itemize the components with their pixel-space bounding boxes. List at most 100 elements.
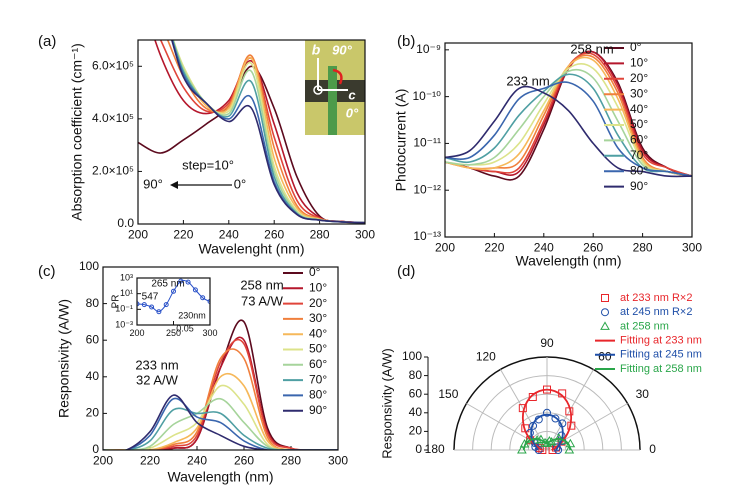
inset-background: [137, 278, 210, 325]
data-point: [552, 443, 561, 452]
data-point: [141, 302, 147, 308]
data-point: [178, 278, 184, 284]
x-tick-label: 240: [219, 228, 239, 242]
legend-label: 80°: [309, 388, 327, 402]
y-tick-label: 10⁻¹: [115, 304, 133, 314]
fit-line: [522, 437, 572, 451]
plot-frame: [137, 39, 366, 225]
r-tick-label: 80: [409, 368, 423, 382]
x-tick-label: 200: [435, 241, 455, 255]
legend-marker: [601, 308, 609, 317]
x-tick-label: 200: [129, 328, 144, 338]
y-tick-label: 10⁻¹¹: [413, 136, 441, 150]
r-tick-label: 40: [409, 405, 423, 419]
y-tick-label: 10⁻¹⁰: [413, 89, 442, 103]
data-line: [445, 85, 692, 178]
data-line: [445, 56, 692, 177]
y-tick-label: 4.0×10⁵: [92, 111, 134, 125]
y-tick-label: 20: [86, 406, 100, 420]
plot-frame: [102, 266, 339, 451]
plot-lines: [445, 50, 692, 181]
annotation: 258 nm: [240, 277, 283, 292]
x-tick-label: 260: [234, 454, 254, 468]
data-line: [170, 40, 365, 224]
legend-label: 10°: [630, 56, 648, 70]
y-tick-label: 6.0×10⁵: [92, 58, 134, 72]
arrow-head: [170, 181, 178, 189]
legend-label: 40°: [309, 326, 327, 340]
panel-label: (d): [397, 263, 415, 280]
step-arrow: [170, 181, 232, 189]
theta-tick-label: 180: [425, 442, 445, 456]
legend-label: 70°: [309, 372, 327, 386]
x-tick-label: 200: [128, 228, 148, 242]
plot-frame: [444, 42, 693, 238]
x-tick-label: 220: [484, 241, 504, 255]
panel-label: (a): [38, 33, 56, 50]
annotation: 32 A/W: [136, 372, 179, 387]
annotation: a*: [292, 87, 305, 102]
legend-label: Fitting at 258 nm: [620, 363, 702, 375]
data-line: [445, 68, 692, 177]
panel-label: (b): [397, 33, 415, 50]
legend-label: 50°: [309, 342, 327, 356]
crystal-inset: [305, 40, 365, 135]
legend-label: 0°: [309, 265, 321, 279]
data-point: [171, 288, 176, 294]
legend-label: at 233 nm R×2: [620, 292, 692, 304]
data-line: [103, 372, 338, 450]
data-line: [103, 407, 338, 450]
x-tick-label: 200: [93, 454, 113, 468]
x-tick-label: 260: [264, 228, 284, 242]
y-axis-label: Responsivity (A/W): [56, 299, 72, 418]
x-tick-label: 240: [534, 241, 554, 255]
data-point: [200, 295, 206, 301]
legend-label: 0°: [630, 40, 642, 54]
legend-label: at 258 nm: [620, 320, 669, 332]
annotation: 73 A/W: [241, 293, 284, 308]
y-tick-label: 40: [86, 369, 100, 383]
data-point: [185, 279, 191, 285]
legend-marker: [600, 321, 610, 330]
legend-label: 60°: [630, 133, 648, 147]
theta-tick-label: 120: [476, 350, 496, 364]
annotation: 90°: [143, 176, 163, 191]
r-tick-label: 20: [409, 424, 423, 438]
data-point: [564, 444, 575, 454]
data-point: [163, 302, 169, 308]
y-tick-label: 10¹: [120, 288, 133, 298]
plot-frame: [136, 277, 211, 326]
x-tick-label: 280: [281, 454, 301, 468]
data-line: [103, 348, 338, 450]
y-tick-label: 2.0×10⁵: [92, 164, 134, 178]
data-line: [445, 73, 692, 177]
inset-angle: [332, 68, 343, 85]
annotation: c: [348, 87, 356, 102]
data-point: [538, 446, 547, 454]
panel-label: (c): [38, 263, 56, 280]
x-tick-label: 220: [173, 228, 193, 242]
legend-label: 90°: [630, 179, 648, 193]
data-point: [156, 309, 162, 315]
annotation: 258 nm: [570, 41, 613, 56]
legend-marker: [601, 294, 609, 302]
data-line: [103, 394, 338, 450]
r-tick-label: 100: [402, 349, 422, 363]
data-point: [192, 287, 198, 293]
y-tick-label: 60: [86, 332, 100, 346]
legend-label: 20°: [309, 296, 327, 310]
x-axis-label: Wavelenght (nm): [198, 241, 304, 257]
data-line: [445, 63, 692, 177]
legend-label: 10°: [309, 280, 327, 294]
legend-label: 60°: [309, 357, 327, 371]
theta-tick-label: 0: [649, 442, 656, 456]
legend-label: 50°: [630, 117, 648, 131]
plot-lines: [137, 278, 210, 315]
data-line: [103, 336, 338, 450]
legend-label: 30°: [630, 86, 648, 100]
legend-label: Fitting at 233 nm: [620, 335, 702, 347]
y-tick-label: 0.0: [117, 216, 134, 230]
x-tick-label: 300: [355, 228, 375, 242]
y-tick-label: 10⁻⁹: [416, 42, 441, 56]
x-tick-label: 300: [202, 328, 217, 338]
